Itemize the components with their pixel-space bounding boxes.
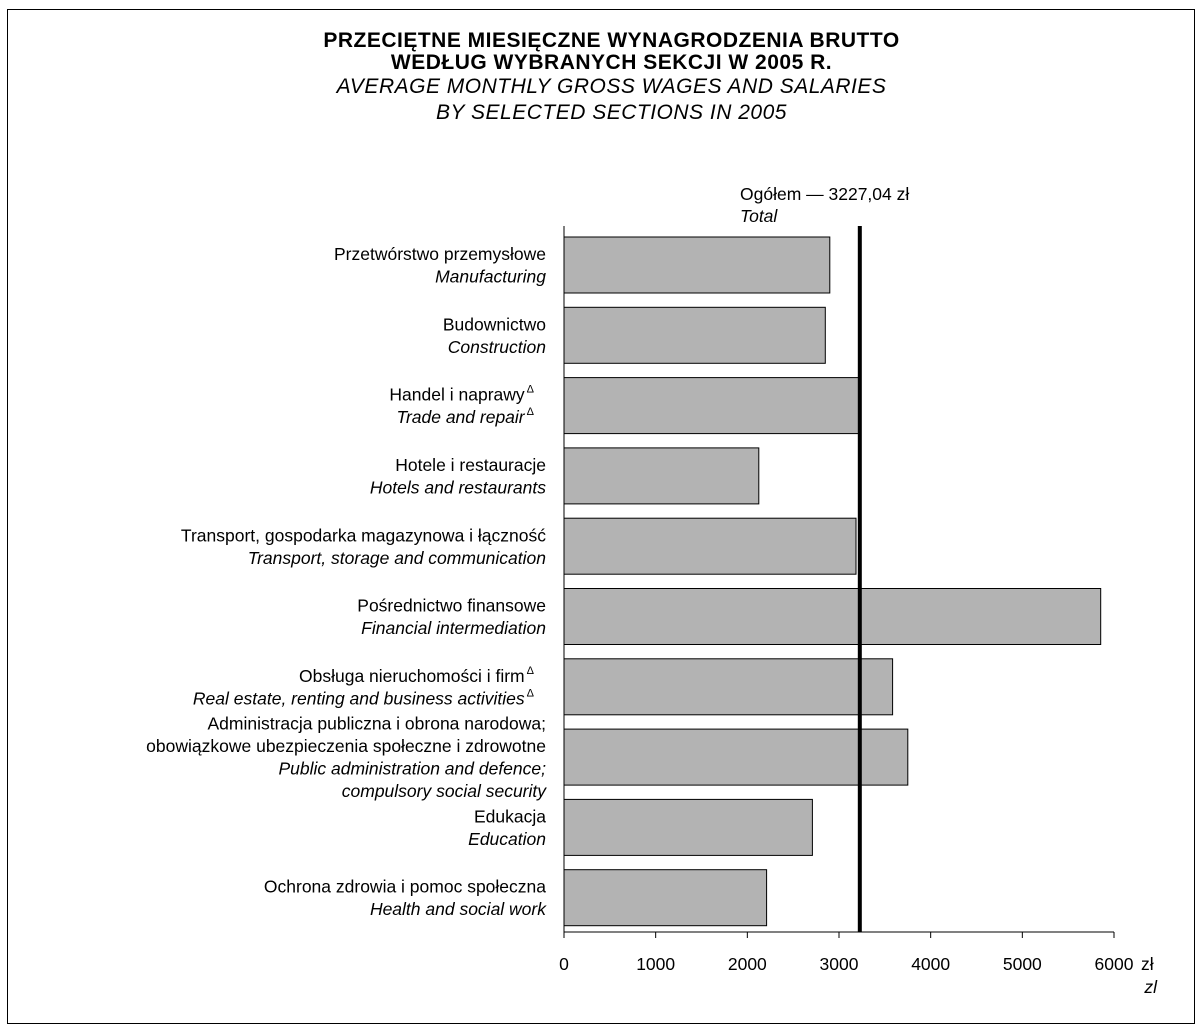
category-label-pl: Obsługa nieruchomości i firm Δ bbox=[299, 665, 535, 686]
category-label-en: Hotels and restaurants bbox=[370, 477, 546, 497]
category-label-en: Manufacturing bbox=[435, 267, 546, 287]
x-tick-label: 5000 bbox=[1003, 954, 1042, 974]
category-label-pl: Hotele i restauracje bbox=[395, 455, 546, 475]
category-label-en: Transport, storage and communication bbox=[248, 548, 546, 568]
bar-9 bbox=[563, 869, 768, 927]
category-label-pl: Budownictwo bbox=[443, 314, 546, 334]
footnote-symbol: Δ bbox=[527, 665, 535, 677]
chart-title-en-line2: BY SELECTED SECTIONS IN 2005 bbox=[436, 101, 787, 124]
category-label-en: Public administration and defence; bbox=[278, 759, 546, 779]
bar-1 bbox=[563, 306, 826, 364]
total-label-en: Total bbox=[740, 206, 778, 226]
category-label-en: Health and social work bbox=[370, 899, 547, 919]
category-label-pl: obowiązkowe ubezpieczenia społeczne i zd… bbox=[146, 736, 546, 756]
chart-titles: PRZECIĘTNE MIESIĘCZNE WYNAGRODZENIA BRUT… bbox=[0, 30, 1203, 126]
bar-6 bbox=[563, 658, 894, 716]
category-label-en: Trade and repair Δ bbox=[397, 406, 535, 427]
bar-8 bbox=[563, 798, 813, 856]
chart-title-en-line1: AVERAGE MONTHLY GROSS WAGES AND SALARIES bbox=[336, 75, 887, 98]
category-label-pl: Przetwórstwo przemysłowe bbox=[334, 244, 546, 264]
x-tick-label: 1000 bbox=[636, 954, 675, 974]
category-label-pl: Edukacja bbox=[474, 806, 546, 826]
total-label-pl: Ogółem — 3227,04 zł bbox=[740, 184, 909, 204]
category-label-pl: Pośrednictwo finansowe bbox=[357, 596, 546, 616]
category-label-en: Education bbox=[468, 829, 546, 849]
category-label-pl: Ochrona zdrowia i pomoc społeczna bbox=[264, 877, 546, 897]
x-tick-label: 4000 bbox=[911, 954, 950, 974]
category-label-pl: Administracja publiczna i obrona narodow… bbox=[207, 714, 546, 734]
x-unit-label-pl: zł bbox=[1141, 954, 1154, 974]
category-label-en: Financial intermediation bbox=[361, 618, 546, 638]
category-label-en: Real estate, renting and business activi… bbox=[193, 687, 535, 708]
category-label-pl: Transport, gospodarka magazynowa i łączn… bbox=[181, 525, 546, 545]
category-label-en: compulsory social security bbox=[342, 781, 547, 801]
footnote-symbol: Δ bbox=[527, 687, 535, 699]
bar-3 bbox=[563, 447, 760, 505]
category-label-en: Construction bbox=[448, 337, 546, 357]
footnote-symbol: Δ bbox=[527, 406, 535, 418]
x-tick-label: 0 bbox=[559, 954, 569, 974]
x-tick-label: 2000 bbox=[728, 954, 767, 974]
bar-4 bbox=[563, 517, 857, 575]
bar-7 bbox=[563, 728, 909, 786]
category-label-pl: Handel i naprawy Δ bbox=[389, 384, 534, 405]
chart-title-pl-line2: WEDŁUG WYBRANYCH SEKCJI W 2005 R. bbox=[390, 51, 833, 74]
chart-title-pl-line1: PRZECIĘTNE MIESIĘCZNE WYNAGRODZENIA BRUT… bbox=[323, 29, 900, 52]
x-tick-label: 6000 bbox=[1095, 954, 1134, 974]
x-tick-label: 3000 bbox=[820, 954, 859, 974]
footnote-symbol: Δ bbox=[527, 384, 535, 396]
bar-2 bbox=[563, 377, 861, 435]
bar-5 bbox=[563, 588, 1102, 645]
x-unit-label-en: zl bbox=[1143, 977, 1158, 997]
bar-0 bbox=[563, 236, 831, 294]
